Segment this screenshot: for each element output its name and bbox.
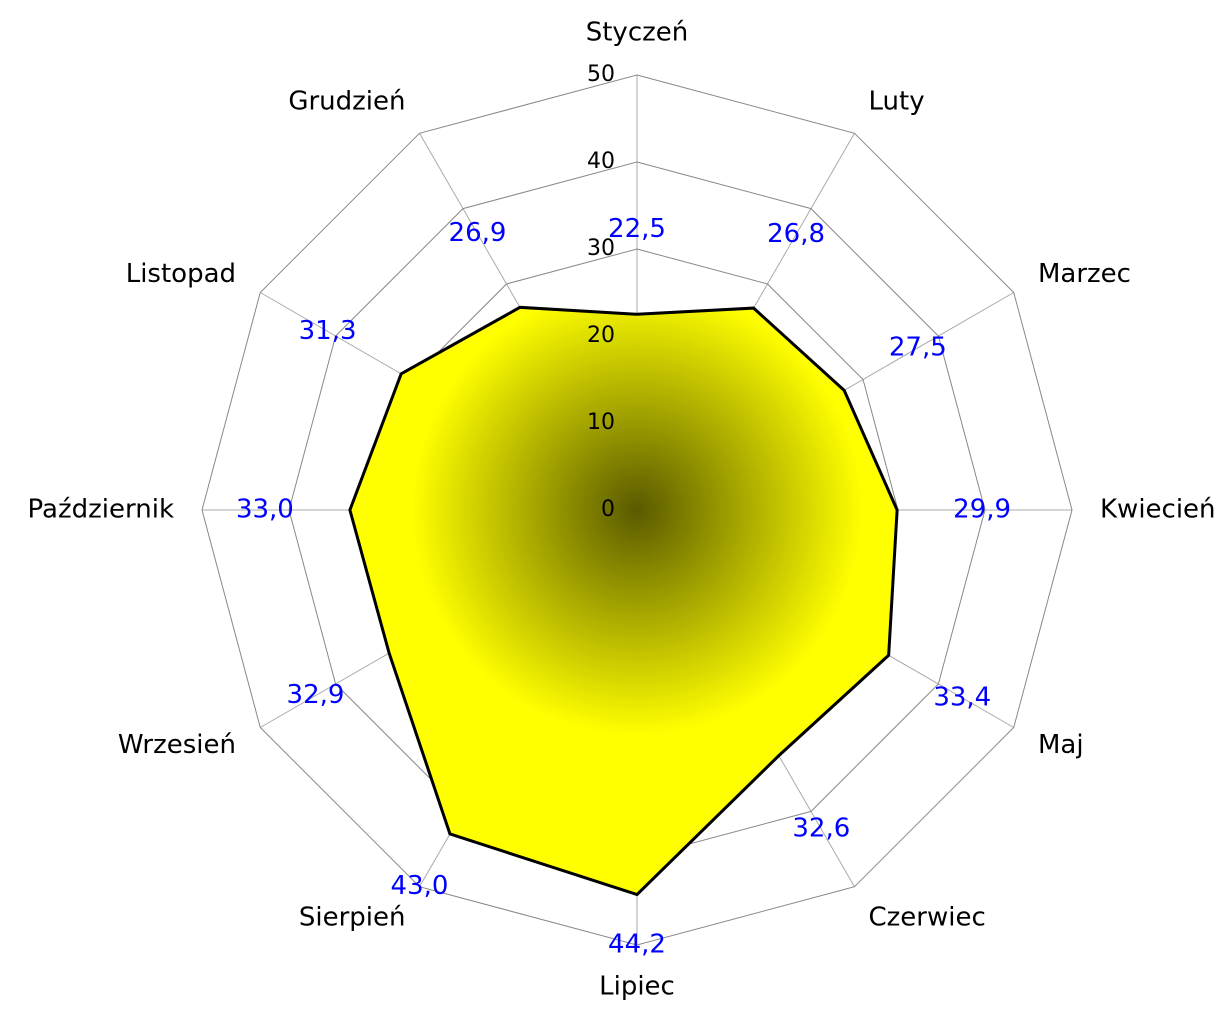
value-label: 33,0 (236, 495, 294, 525)
category-label: Styczeń (586, 18, 689, 48)
value-label: 33,4 (933, 682, 991, 712)
category-label: Marzec (1038, 259, 1131, 289)
category-label: Listopad (126, 259, 236, 289)
value-label: 27,5 (889, 332, 947, 362)
r-tick-label: 10 (587, 410, 615, 435)
r-tick-label: 0 (601, 497, 615, 522)
value-label: 22,5 (608, 214, 666, 244)
category-label: Wrzesień (118, 730, 236, 760)
category-label: Lipiec (599, 972, 675, 1002)
category-label: Grudzień (288, 87, 405, 117)
r-tick-label: 30 (587, 236, 615, 261)
category-label: Czerwiec (869, 902, 986, 932)
category-label: Sierpień (299, 902, 406, 932)
data-area (348, 305, 899, 897)
value-label: 26,8 (767, 219, 825, 249)
category-label: Październik (28, 495, 174, 525)
r-tick-label: 20 (587, 323, 615, 348)
category-label: Maj (1038, 730, 1084, 760)
grid-ring (201, 74, 1073, 946)
r-tick-label: 40 (587, 149, 615, 174)
category-label: Kwiecień (1100, 495, 1216, 525)
value-label: 43,0 (391, 871, 449, 901)
value-label: 32,9 (287, 680, 345, 710)
value-label: 31,3 (299, 316, 357, 346)
value-label: 32,6 (792, 814, 850, 844)
r-tick-label: 50 (587, 62, 615, 87)
value-label: 29,9 (953, 495, 1011, 525)
value-label: 44,2 (608, 930, 666, 960)
category-label: Luty (869, 87, 925, 117)
value-label: 26,9 (449, 218, 507, 248)
